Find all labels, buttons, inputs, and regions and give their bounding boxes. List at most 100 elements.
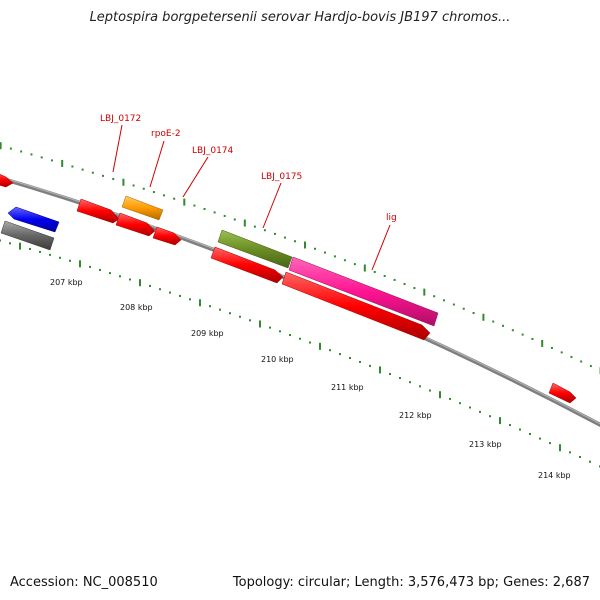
minor-tick <box>489 415 491 418</box>
minor-tick <box>529 433 531 436</box>
major-tick <box>61 159 64 167</box>
minor-tick <box>449 397 451 400</box>
lower-tick-row <box>0 239 600 468</box>
minor-tick <box>169 291 171 294</box>
tick-label-213kbp: 213 kbp <box>469 440 502 449</box>
callout-rpoE-2 <box>149 140 165 188</box>
minor-tick <box>509 424 511 427</box>
minor-tick <box>479 410 481 413</box>
minor-tick <box>531 337 534 340</box>
major-tick <box>183 198 186 206</box>
major-tick <box>243 219 246 227</box>
minor-tick <box>339 353 341 356</box>
minor-tick <box>142 187 145 190</box>
tick-label-208kbp: 208 kbp <box>120 303 153 312</box>
gene-red-2[interactable] <box>115 212 156 237</box>
minor-tick <box>109 272 111 275</box>
minor-tick <box>413 287 416 290</box>
minor-tick <box>373 270 376 273</box>
minor-tick <box>49 253 51 256</box>
minor-tick <box>283 236 286 239</box>
gene-blue[interactable] <box>7 206 60 233</box>
minor-tick <box>329 349 331 352</box>
minor-tick <box>9 242 11 245</box>
gene-label-rpoE-2: rpoE-2 <box>151 129 181 139</box>
major-tick <box>541 339 544 347</box>
minor-tick <box>149 284 151 287</box>
gene-label-lig: lig <box>386 213 397 223</box>
minor-tick <box>233 218 236 221</box>
gene-red-left-edge[interactable] <box>0 172 14 188</box>
minor-tick <box>39 250 41 253</box>
major-tick <box>363 264 366 272</box>
gene-rpoE-2[interactable] <box>121 195 164 221</box>
minor-tick <box>589 365 592 368</box>
major-tick <box>199 299 201 307</box>
major-tick <box>122 178 125 186</box>
minor-tick <box>203 207 206 210</box>
minor-tick <box>229 312 231 315</box>
minor-tick <box>132 184 135 187</box>
minor-tick <box>20 150 23 153</box>
gene-gray[interactable] <box>0 220 55 251</box>
minor-tick <box>433 295 436 298</box>
minor-tick <box>152 191 155 194</box>
gene-label-LBJ-0175: LBJ_0175 <box>261 172 302 182</box>
gene-red-right[interactable] <box>548 382 577 404</box>
minor-tick <box>393 278 396 281</box>
tick-label-211kbp: 211 kbp <box>331 383 364 392</box>
minor-tick <box>369 364 371 367</box>
minor-tick <box>579 456 581 459</box>
minor-tick <box>469 406 471 409</box>
minor-tick <box>539 437 541 440</box>
minor-tick <box>519 428 521 431</box>
minor-tick <box>193 204 196 207</box>
minor-tick <box>91 171 94 174</box>
major-tick <box>499 417 501 425</box>
major-tick <box>439 391 441 399</box>
accession-text: Accession: NC_008510 <box>10 575 158 590</box>
minor-tick <box>112 178 115 181</box>
gene-LBJ-0174[interactable] <box>152 226 182 246</box>
major-tick <box>482 313 485 321</box>
gene-label-LBJ-0174: LBJ_0174 <box>192 146 234 156</box>
minor-tick <box>403 282 406 285</box>
map-title: Leptospira borgpetersenii serovar Hardjo… <box>89 10 511 25</box>
minor-tick <box>9 147 12 150</box>
minor-tick <box>159 288 161 291</box>
major-tick <box>0 142 2 150</box>
major-tick <box>379 366 381 374</box>
tick-label-210kbp: 210 kbp <box>261 355 294 364</box>
upper-tick-row <box>0 142 600 375</box>
minor-tick <box>29 248 31 251</box>
minor-tick <box>521 333 524 336</box>
major-tick <box>423 288 426 296</box>
minor-tick <box>580 360 583 363</box>
minor-tick <box>353 263 356 266</box>
gene-red-3[interactable] <box>210 246 284 284</box>
gene-red-1[interactable] <box>76 198 120 224</box>
minor-tick <box>383 274 386 277</box>
major-tick <box>19 242 21 250</box>
minor-tick <box>189 298 191 301</box>
minor-tick <box>71 165 74 168</box>
minor-tick <box>443 299 446 302</box>
callout-LBJ-0175 <box>262 182 282 229</box>
minor-tick <box>89 265 91 268</box>
callout-LBJ-0172 <box>112 124 123 173</box>
minor-tick <box>462 307 465 310</box>
minor-tick <box>253 225 256 228</box>
minor-tick <box>263 229 266 232</box>
minor-tick <box>419 385 421 388</box>
gene-LBJ-0175[interactable] <box>217 229 293 269</box>
major-tick <box>559 444 561 452</box>
minor-tick <box>69 259 71 262</box>
gene-red-4[interactable] <box>281 271 431 341</box>
callout-lig <box>371 224 391 271</box>
minor-tick <box>359 360 361 363</box>
gene-lig[interactable] <box>288 256 439 327</box>
minor-tick <box>323 251 326 254</box>
minor-tick <box>589 460 591 463</box>
major-tick <box>79 260 81 268</box>
